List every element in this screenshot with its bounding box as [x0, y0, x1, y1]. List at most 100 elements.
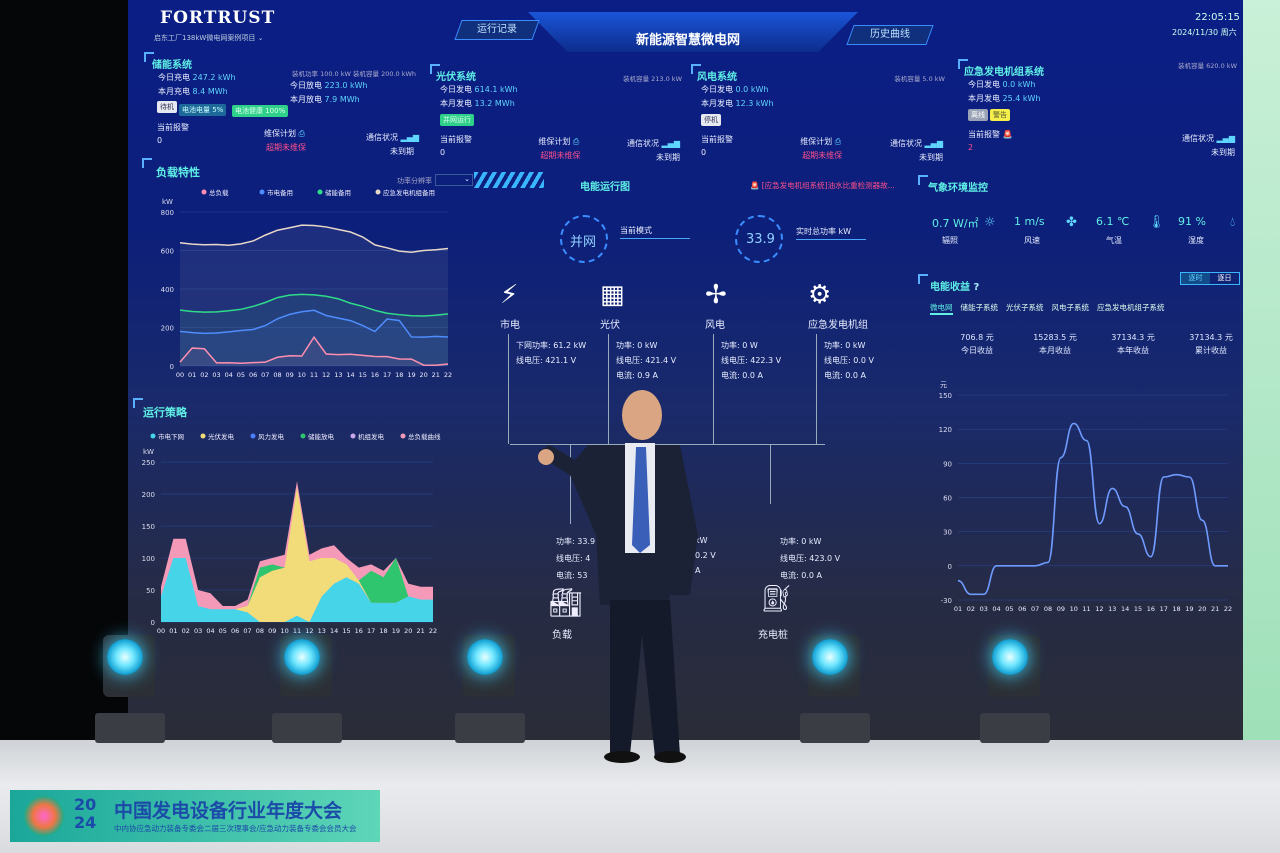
stat-today-charge: 今日充电 247.2 kWh [158, 73, 236, 82]
legend-label: 总负载 [209, 188, 229, 197]
capacity: 装机容量 5.0 kW [894, 75, 945, 83]
weather-label: 气温 [1106, 236, 1122, 245]
weather-value: 91 % [1178, 215, 1206, 228]
legend-marker [350, 433, 356, 439]
legend-label: 市电下网 [158, 432, 184, 441]
x-tick-label: 22 [1224, 605, 1232, 613]
subsystem-tab[interactable]: 应急发电机组子系统 [1097, 303, 1165, 312]
search-doc-icon: ⎙ [572, 137, 580, 146]
y-tick-label: 800 [161, 209, 174, 217]
y-tick-label: 200 [142, 491, 155, 499]
power-tower-icon: ⚡ [500, 280, 519, 310]
mode-ring [560, 215, 608, 263]
x-tick-label: 12 [1095, 605, 1103, 613]
x-tick-label: 22 [429, 627, 437, 635]
x-tick-label: 20 [404, 627, 412, 635]
legend-label: 机组发电 [358, 432, 385, 441]
event-banner: 20 24 中国发电设备行业年度大会 中内协应急动力装备专委会二届三次理事会/应急… [10, 790, 380, 842]
load-label: 负载 [552, 630, 572, 641]
y-tick-label: 0 [948, 563, 952, 571]
x-tick-label: 01 [954, 605, 962, 613]
node-reading: 电流: 0.0 A [721, 371, 763, 380]
panel-title: 运行策略 [143, 406, 187, 419]
node-reading: 电流: 0.0 A [824, 371, 866, 380]
x-tick-label: 21 [1211, 605, 1219, 613]
panel-title: 负载特性 [156, 166, 200, 179]
node-label: 光伏 [600, 320, 620, 331]
x-tick-label: 18 [379, 627, 387, 635]
x-tick-label: 02 [182, 627, 190, 635]
stat-row: 今日发电 0.0 kWh [701, 85, 769, 94]
x-tick-label: 00 [157, 627, 165, 635]
x-tick-label: 14 [330, 627, 338, 635]
x-tick-label: 12 [322, 371, 330, 379]
series-area [180, 337, 448, 366]
history-curve-button[interactable]: 历史曲线 [846, 25, 934, 45]
signal-icon: ▂▄▆ [661, 139, 680, 148]
series-line-储能备用 [179, 293, 449, 317]
legend-marker [150, 433, 156, 439]
maintenance-plan[interactable]: 维保计划 ⎙ [538, 137, 580, 146]
flow-node-solar-panel[interactable]: ▦ 光伏 功率: 0 kW 线电压: 421.4 V 电流: 0.9 A [600, 280, 700, 450]
stat-row: 本月发电 13.2 MWh [440, 99, 515, 108]
subsystem-tab[interactable]: 风电子系统 [1051, 303, 1090, 312]
resolution-label: 功率分辨率 [397, 177, 432, 185]
project-selector[interactable]: 启东工厂138kW微电网案例项目 ⌄ [154, 33, 263, 43]
y-axis-unit: kW [162, 198, 173, 206]
subsystem-tab[interactable]: 微电网 [930, 302, 953, 315]
current-mode-label: 当前模式 [620, 226, 652, 235]
status-badge: 并网运行 [440, 114, 474, 126]
battery-health-badge: 电池健康 100% [232, 105, 289, 117]
alarm-message[interactable]: 🚨 [应急发电机组系统]油水比重检测器故... [750, 181, 895, 190]
legend-label: 储能放电 [308, 432, 335, 441]
weather-panel: 气象环境监控 0.7 W/㎡ ☼ 辐照 1 m/s ✤ 风速 6.1 ℃ 🌡︎ 气温 91 % 💧︎… [918, 175, 1246, 265]
thermometer-icon: 🌡︎ [1148, 215, 1165, 230]
hourly-toggle[interactable]: 逐时 [1181, 273, 1210, 284]
node-reading: 线电压: 421.4 V [616, 356, 677, 365]
revenue-stat: 706.8 元今日收益 [960, 333, 994, 355]
y-tick-label: 200 [161, 325, 174, 333]
presenter [538, 390, 698, 763]
legend-marker [259, 189, 265, 195]
x-tick-label: 21 [416, 627, 424, 635]
resolution-select[interactable]: ⌄ [435, 174, 473, 186]
flow-node-power-tower[interactable]: ⚡ 市电 下网功率: 61.2 kW 线电压: 421.1 V [500, 280, 600, 450]
subsystem-tab[interactable]: 储能子系统 [960, 303, 999, 312]
x-tick-label: 01 [188, 371, 196, 379]
x-tick-label: 20 [1198, 605, 1206, 613]
y-tick-label: -30 [941, 597, 952, 605]
y-tick-label: 400 [161, 286, 174, 294]
load-readings: 功率: 33.9 线电压: 4 电流: 53 [556, 537, 596, 580]
stage-light [980, 635, 1050, 745]
stack-area-储能放电 [161, 487, 433, 610]
wind-system-panel: 风电系统 装机容量 5.0 kW 今日发电 0.0 kWh 本月发电 12.3 kWh… [691, 60, 951, 165]
run-log-button[interactable]: 运行记录 [454, 20, 540, 40]
capacity: 装机容量 213.0 kW [623, 75, 682, 83]
maintenance-plan[interactable]: 维保计划 ⎙ [264, 129, 305, 138]
node-reading: 线电压: 421.1 V [516, 356, 577, 365]
x-tick-label: 09 [285, 371, 293, 379]
flow-node-wind-turbine[interactable]: ✢ 风电 功率: 0 W 线电压: 422.3 V 电流: 0.0 A [705, 280, 805, 450]
x-tick-label: 05 [237, 371, 245, 379]
current-mode-value: 并网 [570, 235, 597, 250]
stat-month-charge: 本月充电 8.4 MWh [158, 87, 228, 96]
maintenance-plan[interactable]: 维保计划 ⎙ [800, 137, 842, 146]
x-tick-label: 09 [268, 627, 276, 635]
y-tick-label: 100 [142, 555, 155, 563]
legend-marker [250, 433, 256, 439]
chevron-down-icon: ⌄ [257, 34, 264, 42]
x-tick-label: 17 [383, 371, 391, 379]
weather-value: 0.7 W/㎡ [932, 217, 979, 230]
status-badge: 停机 [701, 114, 721, 126]
subsystem-tab[interactable]: 光伏子系统 [1006, 303, 1044, 312]
operation-strategy-panel: 运行策略 0 50 100 150 200 250 kW 00 01 02 03 04 05 06 07 08… [133, 398, 463, 638]
daily-toggle[interactable]: 逐日 [1217, 274, 1232, 282]
node-reading: 功率: 0 kW [824, 341, 866, 350]
project-name: 启东工厂138kW微电网案例项目 [154, 34, 256, 42]
stage-light [800, 635, 870, 745]
alarm-label: 当前报警 [701, 135, 733, 144]
revenue-stat: 37134.3 元累计收益 [1189, 333, 1233, 355]
legend-marker [300, 433, 306, 439]
x-tick-label: 10 [1070, 605, 1078, 613]
flow-node-generator[interactable]: ⚙ 应急发电机组 功率: 0 kW 线电压: 0.0 V 电流: 0.0 A [808, 280, 908, 450]
